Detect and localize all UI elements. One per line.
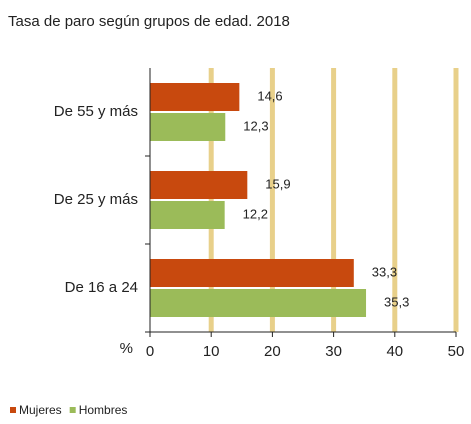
legend-swatch [69, 407, 76, 413]
value-label: 15,9 [265, 176, 290, 191]
value-label: 35,3 [384, 294, 409, 309]
x-tick-label: 40 [386, 343, 403, 360]
x-tick-label: 0 [146, 343, 154, 360]
value-label: 12,3 [243, 118, 268, 133]
y-tick-label: De 16 a 24 [65, 279, 138, 296]
bar [150, 83, 240, 111]
x-axis-label: % [120, 340, 133, 357]
value-label: 12,2 [243, 206, 268, 221]
x-tick-label: 30 [325, 343, 342, 360]
bar [150, 289, 367, 317]
value-label: 33,3 [372, 264, 397, 279]
x-tick-label: 50 [448, 343, 465, 360]
chart-title: Tasa de paro según grupos de edad. 2018 [8, 13, 290, 30]
legend-label: Mujeres [19, 403, 62, 417]
legend-swatch [10, 407, 16, 413]
bar [150, 259, 354, 287]
value-label: 14,6 [257, 88, 282, 103]
y-tick-label: De 55 y más [54, 103, 138, 120]
bar [150, 171, 248, 199]
bar [150, 113, 226, 141]
x-tick-label: 20 [264, 343, 281, 360]
x-tick-label: 10 [203, 343, 220, 360]
bar [150, 201, 225, 229]
y-tick-label: De 25 y más [54, 191, 138, 208]
legend-label: Hombres [79, 403, 128, 417]
